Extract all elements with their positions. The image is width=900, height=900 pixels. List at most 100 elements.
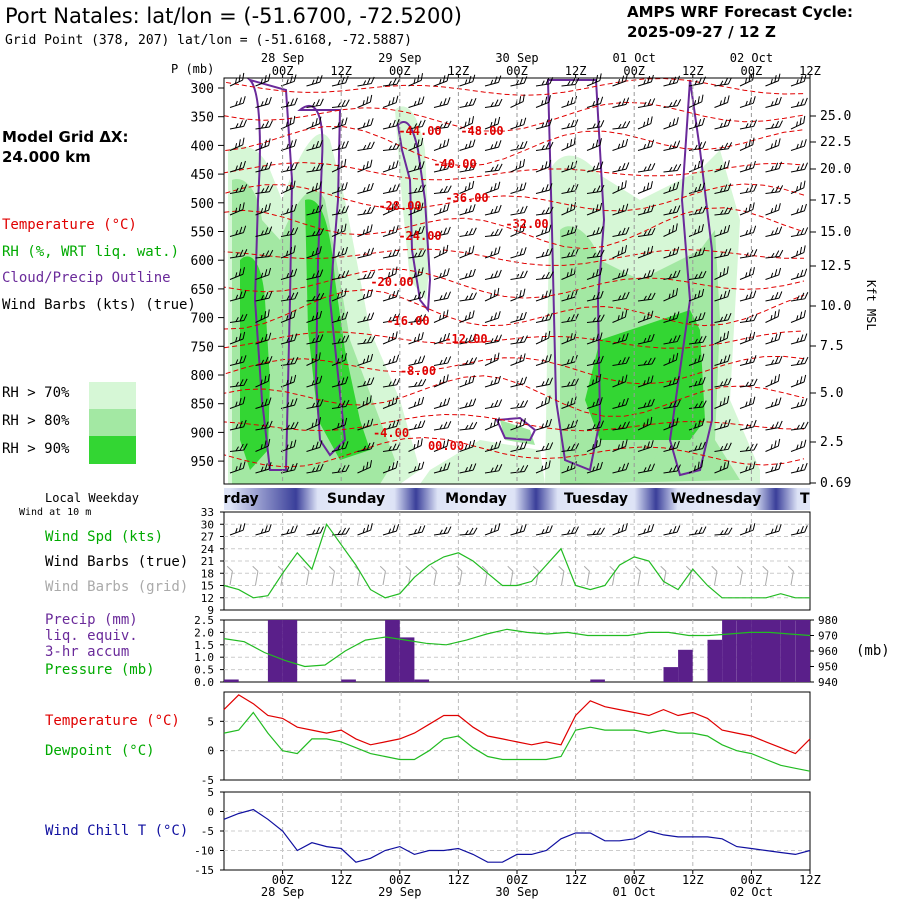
wind-barb-232 bbox=[280, 292, 299, 302]
wind-barb-141-staff bbox=[306, 211, 321, 216]
wind-barb-393-flag1 bbox=[293, 439, 297, 447]
wind-barb-79-staff bbox=[484, 146, 499, 151]
wind-barb-68 bbox=[790, 115, 806, 130]
wind-barb-337-flag3 bbox=[617, 379, 620, 385]
wind-barb-34-flag2 bbox=[519, 96, 522, 104]
wind-barb-308-staff bbox=[459, 363, 474, 366]
bottom-hour-label: 12Z bbox=[448, 873, 470, 887]
wind-barb-377-flag2 bbox=[469, 422, 474, 430]
wind-barb-74-staff bbox=[357, 147, 372, 151]
wind-barb-38-flag3 bbox=[617, 101, 621, 107]
wind-barb-31-flag1 bbox=[447, 97, 451, 105]
wind-barb-232-flag2 bbox=[290, 292, 295, 300]
wind-barb-215-flag1 bbox=[446, 268, 450, 276]
wind-barb-187-staff bbox=[306, 252, 320, 259]
wind-barb-112-flag3 bbox=[745, 165, 748, 171]
wind-barb-180-flag2 bbox=[723, 226, 727, 234]
temp-contour-label: -12.00 bbox=[444, 332, 487, 346]
temp-contour-2 bbox=[223, 126, 805, 167]
wind-barb-376-staff bbox=[433, 427, 448, 431]
wind-barb-176-flag1 bbox=[625, 226, 630, 235]
wind-barb-38-staff bbox=[612, 103, 627, 108]
wind-barb-117-flag2 bbox=[289, 182, 292, 190]
wind-barb-355-flag2 bbox=[494, 399, 499, 407]
wind-barb-282-flag3 bbox=[388, 336, 391, 342]
wind-barb-297-flag1 bbox=[778, 332, 782, 340]
wind-barb-434-flag1 bbox=[752, 461, 756, 469]
wind-barb-409-staff bbox=[688, 448, 703, 452]
wind-barb-54-flag1 bbox=[447, 120, 452, 128]
wind-barb-254-flag2 bbox=[264, 311, 267, 319]
wind-barb-195 bbox=[510, 247, 527, 259]
wind-barb-50-flag2 bbox=[340, 118, 344, 126]
wind-barb-273-staff bbox=[739, 320, 754, 323]
wind-barb-374 bbox=[382, 419, 400, 431]
wind-barb-286-staff bbox=[484, 340, 499, 345]
surface-wind-barb-6-flag1 bbox=[395, 524, 400, 532]
wind-barb-8 bbox=[433, 73, 450, 87]
wind-barb-148-flag1 bbox=[498, 204, 502, 213]
wind-barb-158-flag3 bbox=[745, 207, 748, 213]
wind-barb-125-flag1 bbox=[497, 181, 501, 189]
wind-barb-34-flag1 bbox=[522, 94, 525, 102]
wind-barb-227-staff bbox=[739, 273, 754, 280]
wind-barb-291 bbox=[612, 333, 629, 345]
wind-barb-358 bbox=[561, 396, 577, 409]
wind-barb-245 bbox=[612, 291, 630, 302]
wind-barb-361-flag1 bbox=[651, 398, 655, 406]
wind-barb-327-flag2 bbox=[366, 378, 371, 386]
pressure-tick-label: 600 bbox=[191, 254, 214, 269]
wind-barb-334-flag3 bbox=[541, 381, 545, 387]
wind-barb-170 bbox=[459, 227, 477, 237]
wind-barb-423 bbox=[459, 463, 477, 474]
wind-barb-211 bbox=[331, 270, 350, 280]
wind-barb-416-flag3 bbox=[286, 466, 290, 472]
wind-barb-329 bbox=[408, 378, 427, 388]
wind-barb-87-flag3 bbox=[694, 144, 698, 150]
wind-barb-88-staff bbox=[714, 148, 729, 151]
wind-barb-277-flag3 bbox=[260, 337, 264, 343]
wind-barb-363-flag3 bbox=[694, 403, 698, 409]
wind-barb-64 bbox=[688, 117, 705, 130]
wind-barb-293-flag1 bbox=[676, 334, 681, 342]
wind-barb-396-flag2 bbox=[366, 442, 371, 450]
wind-barb-160-staff bbox=[790, 210, 805, 216]
wind-barb-419 bbox=[357, 460, 372, 474]
wind-barb-142 bbox=[331, 205, 349, 216]
wind-barb-282-flag1 bbox=[395, 331, 398, 339]
wind-barb-356 bbox=[510, 400, 529, 409]
wind-barb-392 bbox=[255, 438, 271, 452]
wind-barb-184-flag2 bbox=[239, 249, 244, 257]
wind-barb-200-flag1 bbox=[650, 245, 654, 254]
wind-barb-119-staff bbox=[331, 188, 346, 194]
wind-barb-228-flag2 bbox=[774, 269, 778, 277]
wind-barb-57-flag3 bbox=[515, 122, 519, 128]
temp-contour-10 bbox=[223, 355, 805, 385]
wind-barb-26-staff bbox=[306, 104, 321, 108]
wind-barb-332-flag3 bbox=[490, 380, 493, 386]
wind-barb-394 bbox=[306, 440, 323, 452]
temp-contour-label: -8.00 bbox=[400, 364, 436, 378]
wind-barb-101 bbox=[459, 162, 477, 173]
wind-barb-115 bbox=[229, 184, 248, 194]
surface-wind-barb-5 bbox=[357, 523, 373, 536]
wind-barb-65 bbox=[714, 118, 731, 130]
wind-barb-106-staff bbox=[586, 167, 601, 173]
wind-barb-60 bbox=[586, 120, 605, 130]
wind-barb-66-flag1 bbox=[753, 119, 757, 127]
wind-barb-99-staff bbox=[408, 167, 423, 173]
wind-barb-0-flag1 bbox=[242, 72, 245, 81]
wind-barb-2 bbox=[280, 74, 297, 87]
wind-barb-426-flag3 bbox=[541, 465, 544, 471]
wind-barb-24 bbox=[255, 96, 272, 108]
wind-barb-30 bbox=[408, 96, 425, 108]
wind-barb-158-flag2 bbox=[748, 203, 752, 212]
wind-barb-39-flag2 bbox=[647, 98, 652, 106]
wind-barb-389-flag2 bbox=[774, 421, 779, 429]
wind-barb-190-staff bbox=[382, 254, 397, 259]
wind-barb-126 bbox=[510, 182, 527, 194]
wind-barb-400-flag1 bbox=[472, 439, 476, 448]
wind-barb-325-flag1 bbox=[319, 375, 323, 383]
wind-barb-58-flag1 bbox=[549, 118, 553, 126]
wind-barb-411-flag2 bbox=[749, 443, 754, 451]
